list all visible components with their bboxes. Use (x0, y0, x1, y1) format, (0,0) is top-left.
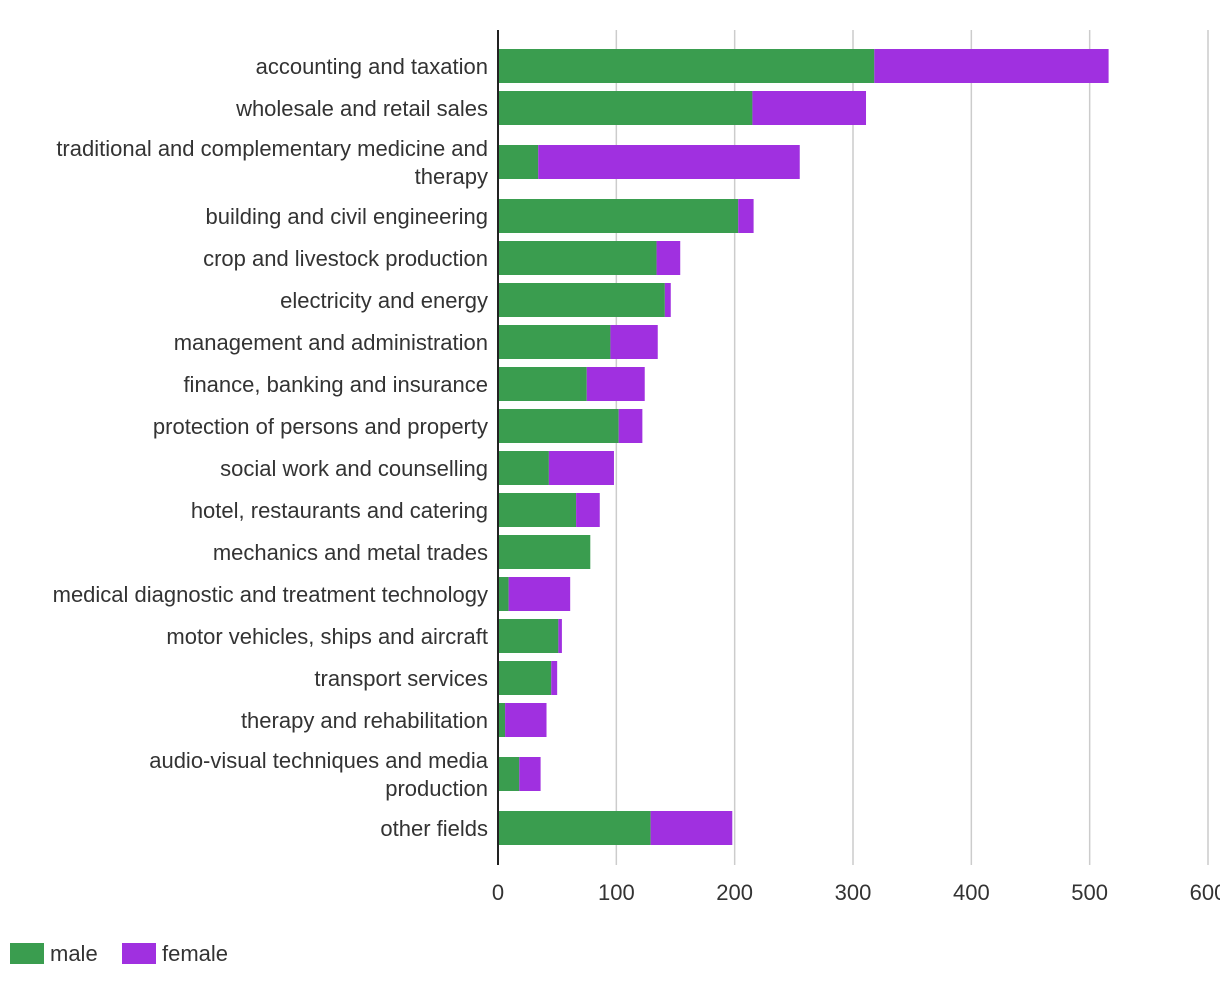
bar-female-3 (738, 199, 754, 233)
bar-male-5 (498, 283, 665, 317)
legend-item-male[interactable]: male (10, 941, 98, 966)
category-label-line: transport services (314, 666, 488, 691)
bar-female-9 (548, 451, 614, 485)
category-label-line: other fields (380, 816, 488, 841)
legend-label-male: male (50, 941, 98, 966)
bar-female-0 (874, 49, 1109, 83)
category-label-10: hotel, restaurants and catering (191, 498, 488, 523)
category-label-0: accounting and taxation (256, 54, 488, 79)
bar-female-12 (508, 577, 571, 611)
bar-male-4 (498, 241, 657, 275)
bar-female-4 (656, 241, 681, 275)
category-label-line: protection of persons and property (153, 414, 488, 439)
category-label-11: mechanics and metal trades (213, 540, 488, 565)
category-label-2: traditional and complementary medicine a… (56, 136, 488, 189)
category-label-17: other fields (380, 816, 488, 841)
category-label-line: finance, banking and insurance (183, 372, 488, 397)
bar-male-15 (498, 703, 506, 737)
bar-female-17 (650, 811, 733, 845)
category-label-line: motor vehicles, ships and aircraft (166, 624, 488, 649)
bar-male-6 (498, 325, 611, 359)
category-labels: accounting and taxation wholesale and ret… (53, 54, 489, 841)
bar-male-8 (498, 409, 619, 443)
category-label-6: management and administration (174, 330, 488, 355)
x-tick-label-400: 400 (953, 880, 990, 905)
bars (498, 49, 1109, 845)
category-label-9: social work and counselling (220, 456, 488, 481)
bar-male-17 (498, 811, 651, 845)
category-label-8: protection of persons and property (153, 414, 488, 439)
bar-female-14 (551, 661, 558, 695)
category-label-line: production (385, 776, 488, 801)
category-label-7: finance, banking and insurance (183, 372, 488, 397)
bar-female-7 (586, 367, 645, 401)
bar-male-16 (498, 757, 520, 791)
category-label-13: motor vehicles, ships and aircraft (166, 624, 488, 649)
bar-female-15 (505, 703, 547, 737)
bar-male-9 (498, 451, 549, 485)
category-label-line: management and administration (174, 330, 488, 355)
category-label-line: accounting and taxation (256, 54, 488, 79)
category-label-line: audio-visual techniques and media (149, 748, 489, 773)
category-label-line: medical diagnostic and treatment technol… (53, 582, 488, 607)
bar-female-5 (664, 283, 671, 317)
category-label-5: electricity and energy (280, 288, 488, 313)
bar-male-11 (498, 535, 591, 569)
bar-male-10 (498, 493, 577, 527)
category-label-line: traditional and complementary medicine a… (56, 136, 488, 161)
bar-male-3 (498, 199, 739, 233)
category-label-line: therapy (415, 164, 488, 189)
category-label-14: transport services (314, 666, 488, 691)
category-label-line: social work and counselling (220, 456, 488, 481)
bar-female-2 (538, 145, 800, 179)
category-label-15: therapy and rehabilitation (241, 708, 488, 733)
category-label-line: building and civil engineering (205, 204, 488, 229)
bar-female-16 (519, 757, 541, 791)
legend-label-female: female (162, 941, 228, 966)
bar-male-1 (498, 91, 753, 125)
bar-male-12 (498, 577, 509, 611)
category-label-line: mechanics and metal trades (213, 540, 488, 565)
bar-male-7 (498, 367, 587, 401)
bar-male-2 (498, 145, 539, 179)
legend-swatch-male (10, 943, 44, 964)
category-label-16: audio-visual techniques and media product… (149, 748, 489, 801)
legend[interactable]: male female (10, 941, 228, 966)
bar-female-6 (610, 325, 658, 359)
category-label-line: hotel, restaurants and catering (191, 498, 488, 523)
category-label-1: wholesale and retail sales (235, 96, 488, 121)
bar-female-10 (576, 493, 600, 527)
bar-male-0 (498, 49, 875, 83)
x-tick-label-600: 600 (1190, 880, 1220, 905)
bar-male-14 (498, 661, 552, 695)
bar-female-8 (618, 409, 643, 443)
x-tick-label-100: 100 (598, 880, 635, 905)
category-label-line: therapy and rehabilitation (241, 708, 488, 733)
x-tick-label-500: 500 (1071, 880, 1108, 905)
category-label-line: wholesale and retail sales (235, 96, 488, 121)
category-label-line: crop and livestock production (203, 246, 488, 271)
bar-female-13 (558, 619, 562, 653)
bar-female-1 (752, 91, 867, 125)
category-label-line: electricity and energy (280, 288, 488, 313)
x-tick-label-300: 300 (835, 880, 872, 905)
category-label-4: crop and livestock production (203, 246, 488, 271)
x-tick-label-0: 0 (492, 880, 504, 905)
x-tick-label-200: 200 (716, 880, 753, 905)
legend-item-female[interactable]: female (122, 941, 228, 966)
category-label-12: medical diagnostic and treatment technol… (53, 582, 488, 607)
bar-male-13 (498, 619, 559, 653)
category-label-3: building and civil engineering (205, 204, 488, 229)
legend-swatch-female (122, 943, 156, 964)
x-tick-labels: 0 100 200 300 400 500 600 (492, 880, 1220, 905)
